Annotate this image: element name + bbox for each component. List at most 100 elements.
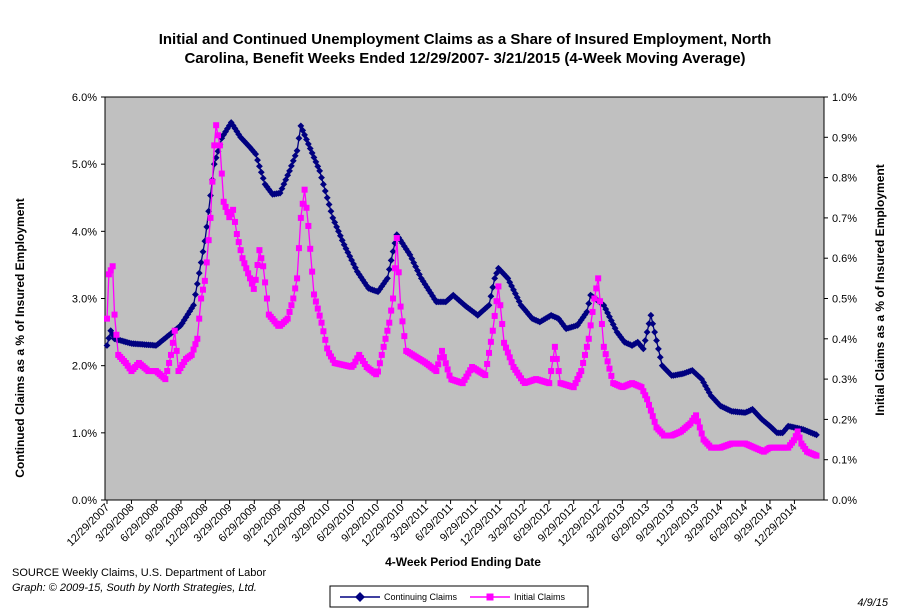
initial-claims-point bbox=[444, 366, 451, 373]
initial-claims-point bbox=[167, 351, 174, 358]
continuing-claims-point bbox=[295, 134, 303, 142]
initial-claims-point bbox=[570, 384, 577, 391]
initial-claims-point bbox=[245, 270, 252, 277]
initial-claims-point bbox=[550, 355, 557, 362]
initial-claims-point bbox=[587, 322, 594, 329]
initial-claims-point bbox=[312, 298, 319, 305]
continuing-claims-point bbox=[653, 337, 660, 344]
initial-claims-point bbox=[572, 380, 579, 387]
initial-claims-point bbox=[199, 286, 206, 293]
continuing-claims-point bbox=[289, 157, 297, 165]
y-axis-left-title: Continued Claims as a % of Insured Emplo… bbox=[13, 198, 27, 477]
initial-claims-point bbox=[179, 361, 186, 368]
initial-claims-point bbox=[649, 413, 656, 420]
continuing-claims-point bbox=[645, 320, 653, 328]
initial-claims-point bbox=[608, 372, 615, 379]
initial-claims-point bbox=[314, 305, 321, 312]
initial-claims-point bbox=[694, 418, 701, 425]
continuing-claims-point bbox=[291, 152, 299, 160]
initial-claims-point bbox=[111, 311, 118, 318]
initial-claims-point bbox=[305, 222, 312, 229]
graph-credit: Graph: © 2009-15, South by North Strateg… bbox=[12, 582, 257, 594]
initial-claims-point bbox=[376, 360, 383, 367]
initial-claims-point bbox=[218, 170, 225, 177]
initial-claims-point bbox=[693, 412, 700, 419]
initial-claims-point bbox=[203, 259, 210, 266]
initial-claims-point bbox=[107, 267, 114, 274]
initial-claims-point bbox=[604, 358, 611, 365]
initial-claims-point bbox=[548, 368, 555, 375]
initial-claims-point bbox=[493, 298, 500, 305]
continuing-claims-point bbox=[389, 248, 397, 255]
initial-claims-point bbox=[241, 260, 248, 267]
initial-claims-point bbox=[215, 132, 222, 139]
initial-claims-point bbox=[173, 347, 180, 354]
y-left-tick-label: 6.0% bbox=[72, 92, 97, 104]
initial-claims-point bbox=[181, 358, 188, 365]
initial-claims-point bbox=[301, 186, 308, 193]
initial-claims-point bbox=[551, 343, 558, 350]
initial-claims-point bbox=[638, 384, 645, 391]
initial-claims-point bbox=[482, 372, 489, 379]
initial-claims-point bbox=[698, 430, 705, 437]
initial-claims-point bbox=[250, 285, 257, 292]
initial-claims-point bbox=[388, 307, 395, 314]
y-right-tick-label: 0.9% bbox=[832, 132, 857, 144]
initial-claims-point bbox=[486, 349, 493, 356]
initial-claims-point bbox=[506, 354, 513, 361]
y-right-tick-label: 0.3% bbox=[832, 374, 857, 386]
initial-claims-point bbox=[354, 355, 361, 362]
initial-claims-point bbox=[237, 247, 244, 254]
initial-claims-point bbox=[553, 355, 560, 362]
initial-claims-point bbox=[491, 312, 498, 319]
initial-claims-point bbox=[262, 279, 269, 286]
legend-label-initial: Initial Claims bbox=[514, 592, 566, 602]
initial-claims-point bbox=[324, 345, 331, 352]
initial-claims-point bbox=[555, 368, 562, 375]
initial-claims-point bbox=[576, 372, 583, 379]
initial-claims-point bbox=[437, 354, 444, 361]
source-note: SOURCE Weekly Claims, U.S. Department of… bbox=[12, 567, 266, 579]
initial-claims-point bbox=[220, 198, 227, 205]
initial-claims-point bbox=[190, 346, 197, 353]
initial-claims-point bbox=[591, 295, 598, 302]
continuing-claims-point bbox=[385, 265, 393, 273]
x-axis: 12/29/20073/29/20086/29/20089/29/200812/… bbox=[65, 500, 800, 549]
initial-claims-point bbox=[224, 209, 231, 216]
initial-claims-point bbox=[192, 341, 199, 348]
initial-claims-point bbox=[230, 206, 237, 213]
continuing-claims-point bbox=[252, 150, 260, 158]
initial-claims-point bbox=[329, 356, 336, 363]
initial-claims-point bbox=[320, 328, 327, 335]
continuing-claims-point bbox=[491, 274, 499, 282]
initial-claims-point bbox=[386, 319, 393, 326]
initial-claims-point bbox=[465, 370, 472, 377]
initial-claims-point bbox=[162, 376, 169, 383]
continuing-claims-point bbox=[325, 201, 333, 208]
initial-claims-point bbox=[222, 203, 229, 210]
initial-claims-point bbox=[384, 327, 391, 334]
y-axis-right: 0.0% 0.1% 0.2% 0.3% 0.4% 0.5% 0.6% 0.7% 0.8% 0.9%… bbox=[824, 92, 857, 507]
legend: Continuing Claims Initial Claims bbox=[329, 585, 589, 608]
initial-claims-point bbox=[213, 122, 220, 129]
initial-claims-point bbox=[196, 315, 203, 322]
initial-claims-point bbox=[390, 295, 397, 302]
initial-claims-point bbox=[583, 343, 590, 350]
initial-claims-point bbox=[435, 361, 442, 368]
chart-title-line-2: Carolina, Benefit Weeks Ended 12/29/2007… bbox=[184, 50, 745, 67]
initial-claims-point bbox=[546, 380, 553, 387]
initial-claims-point bbox=[463, 373, 470, 380]
initial-claims-point bbox=[792, 433, 799, 440]
initial-claims-point bbox=[263, 295, 270, 302]
initial-claims-point bbox=[495, 283, 502, 290]
continuing-claims-point bbox=[190, 301, 197, 309]
continuing-claims-point bbox=[323, 194, 331, 202]
initial-claims-point bbox=[171, 327, 178, 334]
continuing-claims-point bbox=[193, 280, 201, 288]
initial-claims-point bbox=[501, 339, 508, 346]
initial-claims-point bbox=[113, 331, 120, 338]
initial-claims-point bbox=[256, 247, 263, 254]
initial-claims-point bbox=[258, 255, 265, 262]
continuing-claims-point bbox=[655, 345, 662, 353]
